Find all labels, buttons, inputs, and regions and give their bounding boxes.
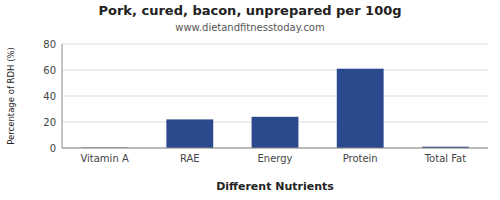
grid (62, 44, 488, 148)
y-axis-label: Percentage of RDH (%) (6, 47, 16, 145)
x-tick-label: RAE (180, 153, 200, 164)
y-axis-line (62, 44, 63, 148)
x-tick-label: Energy (257, 153, 292, 164)
grid-line (62, 96, 488, 97)
bars (81, 69, 469, 148)
grid-line (62, 148, 488, 149)
x-axis-line (62, 148, 488, 149)
y-tick-label: 80 (43, 39, 56, 50)
chart: Pork, cured, bacon, unprepared per 100g w… (0, 0, 500, 200)
bar (252, 117, 299, 148)
x-axis-label: Different Nutrients (216, 180, 334, 193)
y-tick-label: 20 (43, 117, 56, 128)
y-tick-label: 0 (50, 143, 56, 154)
bar (166, 119, 213, 148)
x-tick-label: Vitamin A (80, 153, 128, 164)
title: Pork, cured, bacon, unprepared per 100g (98, 3, 401, 18)
grid-line (62, 70, 488, 71)
x-tick-label: Total Fat (424, 153, 466, 164)
y-tick-label: 60 (43, 65, 56, 76)
grid-line (62, 44, 488, 45)
subtitle: www.dietandfitnesstoday.com (175, 22, 324, 33)
bar (337, 69, 384, 148)
x-tick-label: Protein (343, 153, 378, 164)
y-tick-label: 40 (43, 91, 56, 102)
